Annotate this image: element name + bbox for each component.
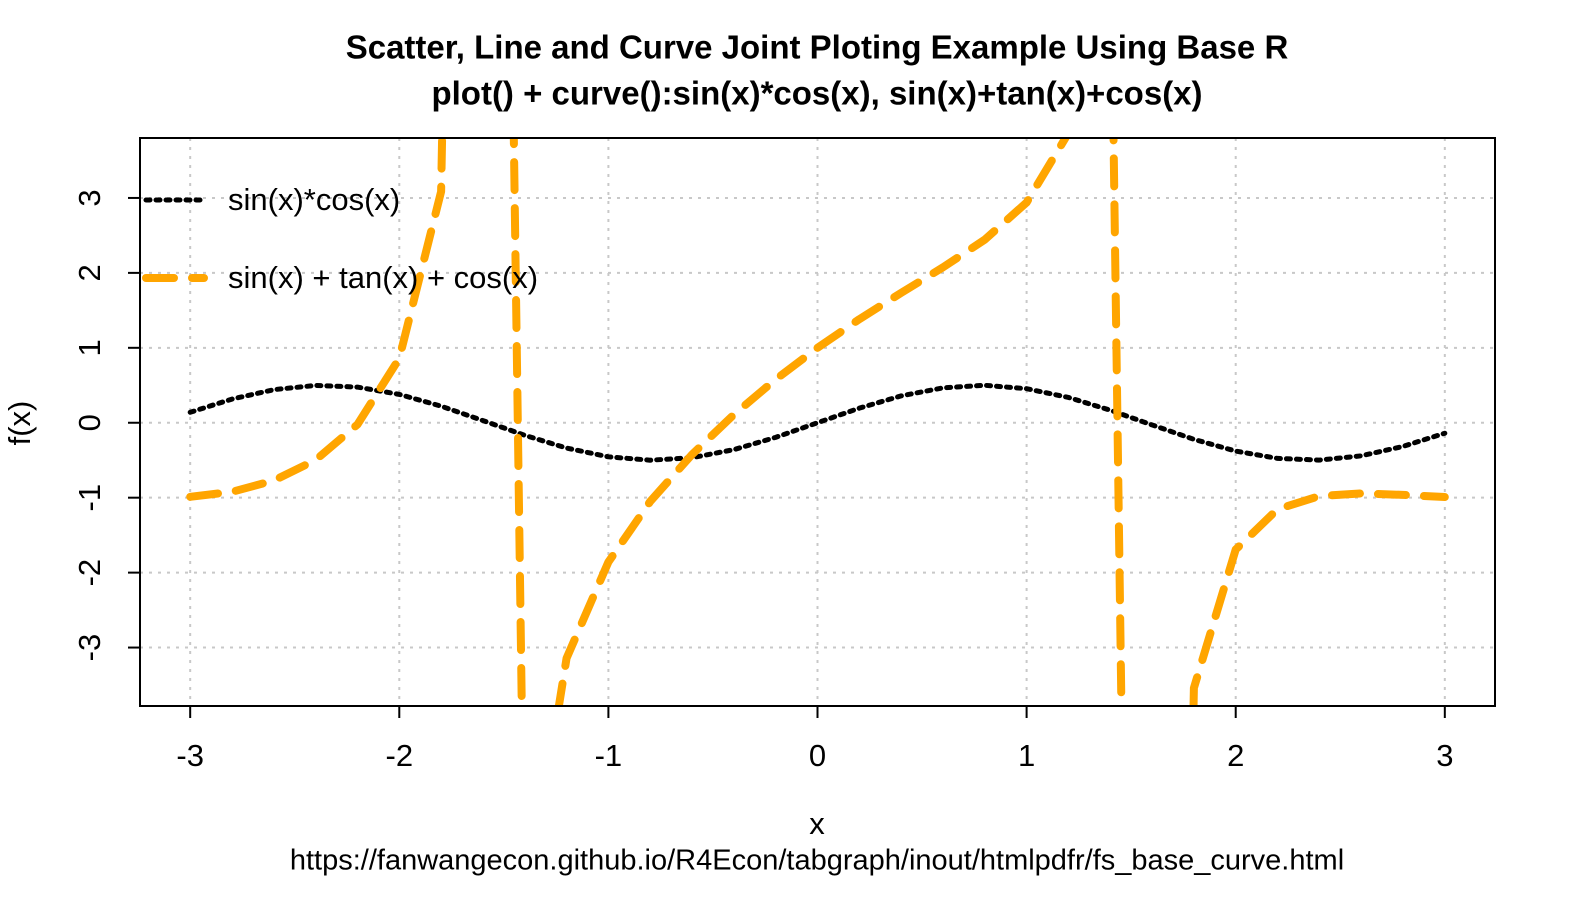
x-tick-label: 1: [1018, 738, 1035, 773]
series-line: [186, 138, 1449, 706]
x-tick-label: -2: [386, 738, 414, 773]
series-line: [187, 382, 1448, 463]
y-tick-label: 2: [72, 264, 107, 281]
plot-area: [186, 138, 1449, 706]
y-tick-label: 1: [72, 339, 107, 356]
x-axis-label: x: [809, 806, 825, 841]
chart-subtitle: plot() + curve():sin(x)*cos(x), sin(x)+t…: [431, 75, 1202, 112]
x-tick-label: -1: [595, 738, 623, 773]
caption: https://fanwangecon.github.io/R4Econ/tab…: [290, 845, 1344, 877]
y-tick-label: 3: [72, 189, 107, 206]
y-axis-label: f(x): [2, 401, 37, 446]
y-tick-label: -3: [72, 634, 107, 662]
y-tick-label: -1: [72, 484, 107, 512]
x-tick-label: 0: [809, 738, 826, 773]
y-tick-label: -2: [72, 559, 107, 587]
legend: sin(x)*cos(x) sin(x) + tan(x) + cos(x): [142, 182, 538, 295]
x-tick-label: 3: [1436, 738, 1453, 773]
legend-label: sin(x)*cos(x): [228, 182, 400, 217]
y-tick-label: 0: [72, 414, 107, 431]
axes: -3 -2 -1 0 1 2 3 -3 -2 -1 0 1 2 3: [72, 189, 1453, 773]
x-tick-label: -3: [176, 738, 204, 773]
legend-label: sin(x) + tan(x) + cos(x): [228, 260, 538, 295]
x-tick-label: 2: [1227, 738, 1244, 773]
chart-title: Scatter, Line and Curve Joint Ploting Ex…: [346, 29, 1289, 66]
